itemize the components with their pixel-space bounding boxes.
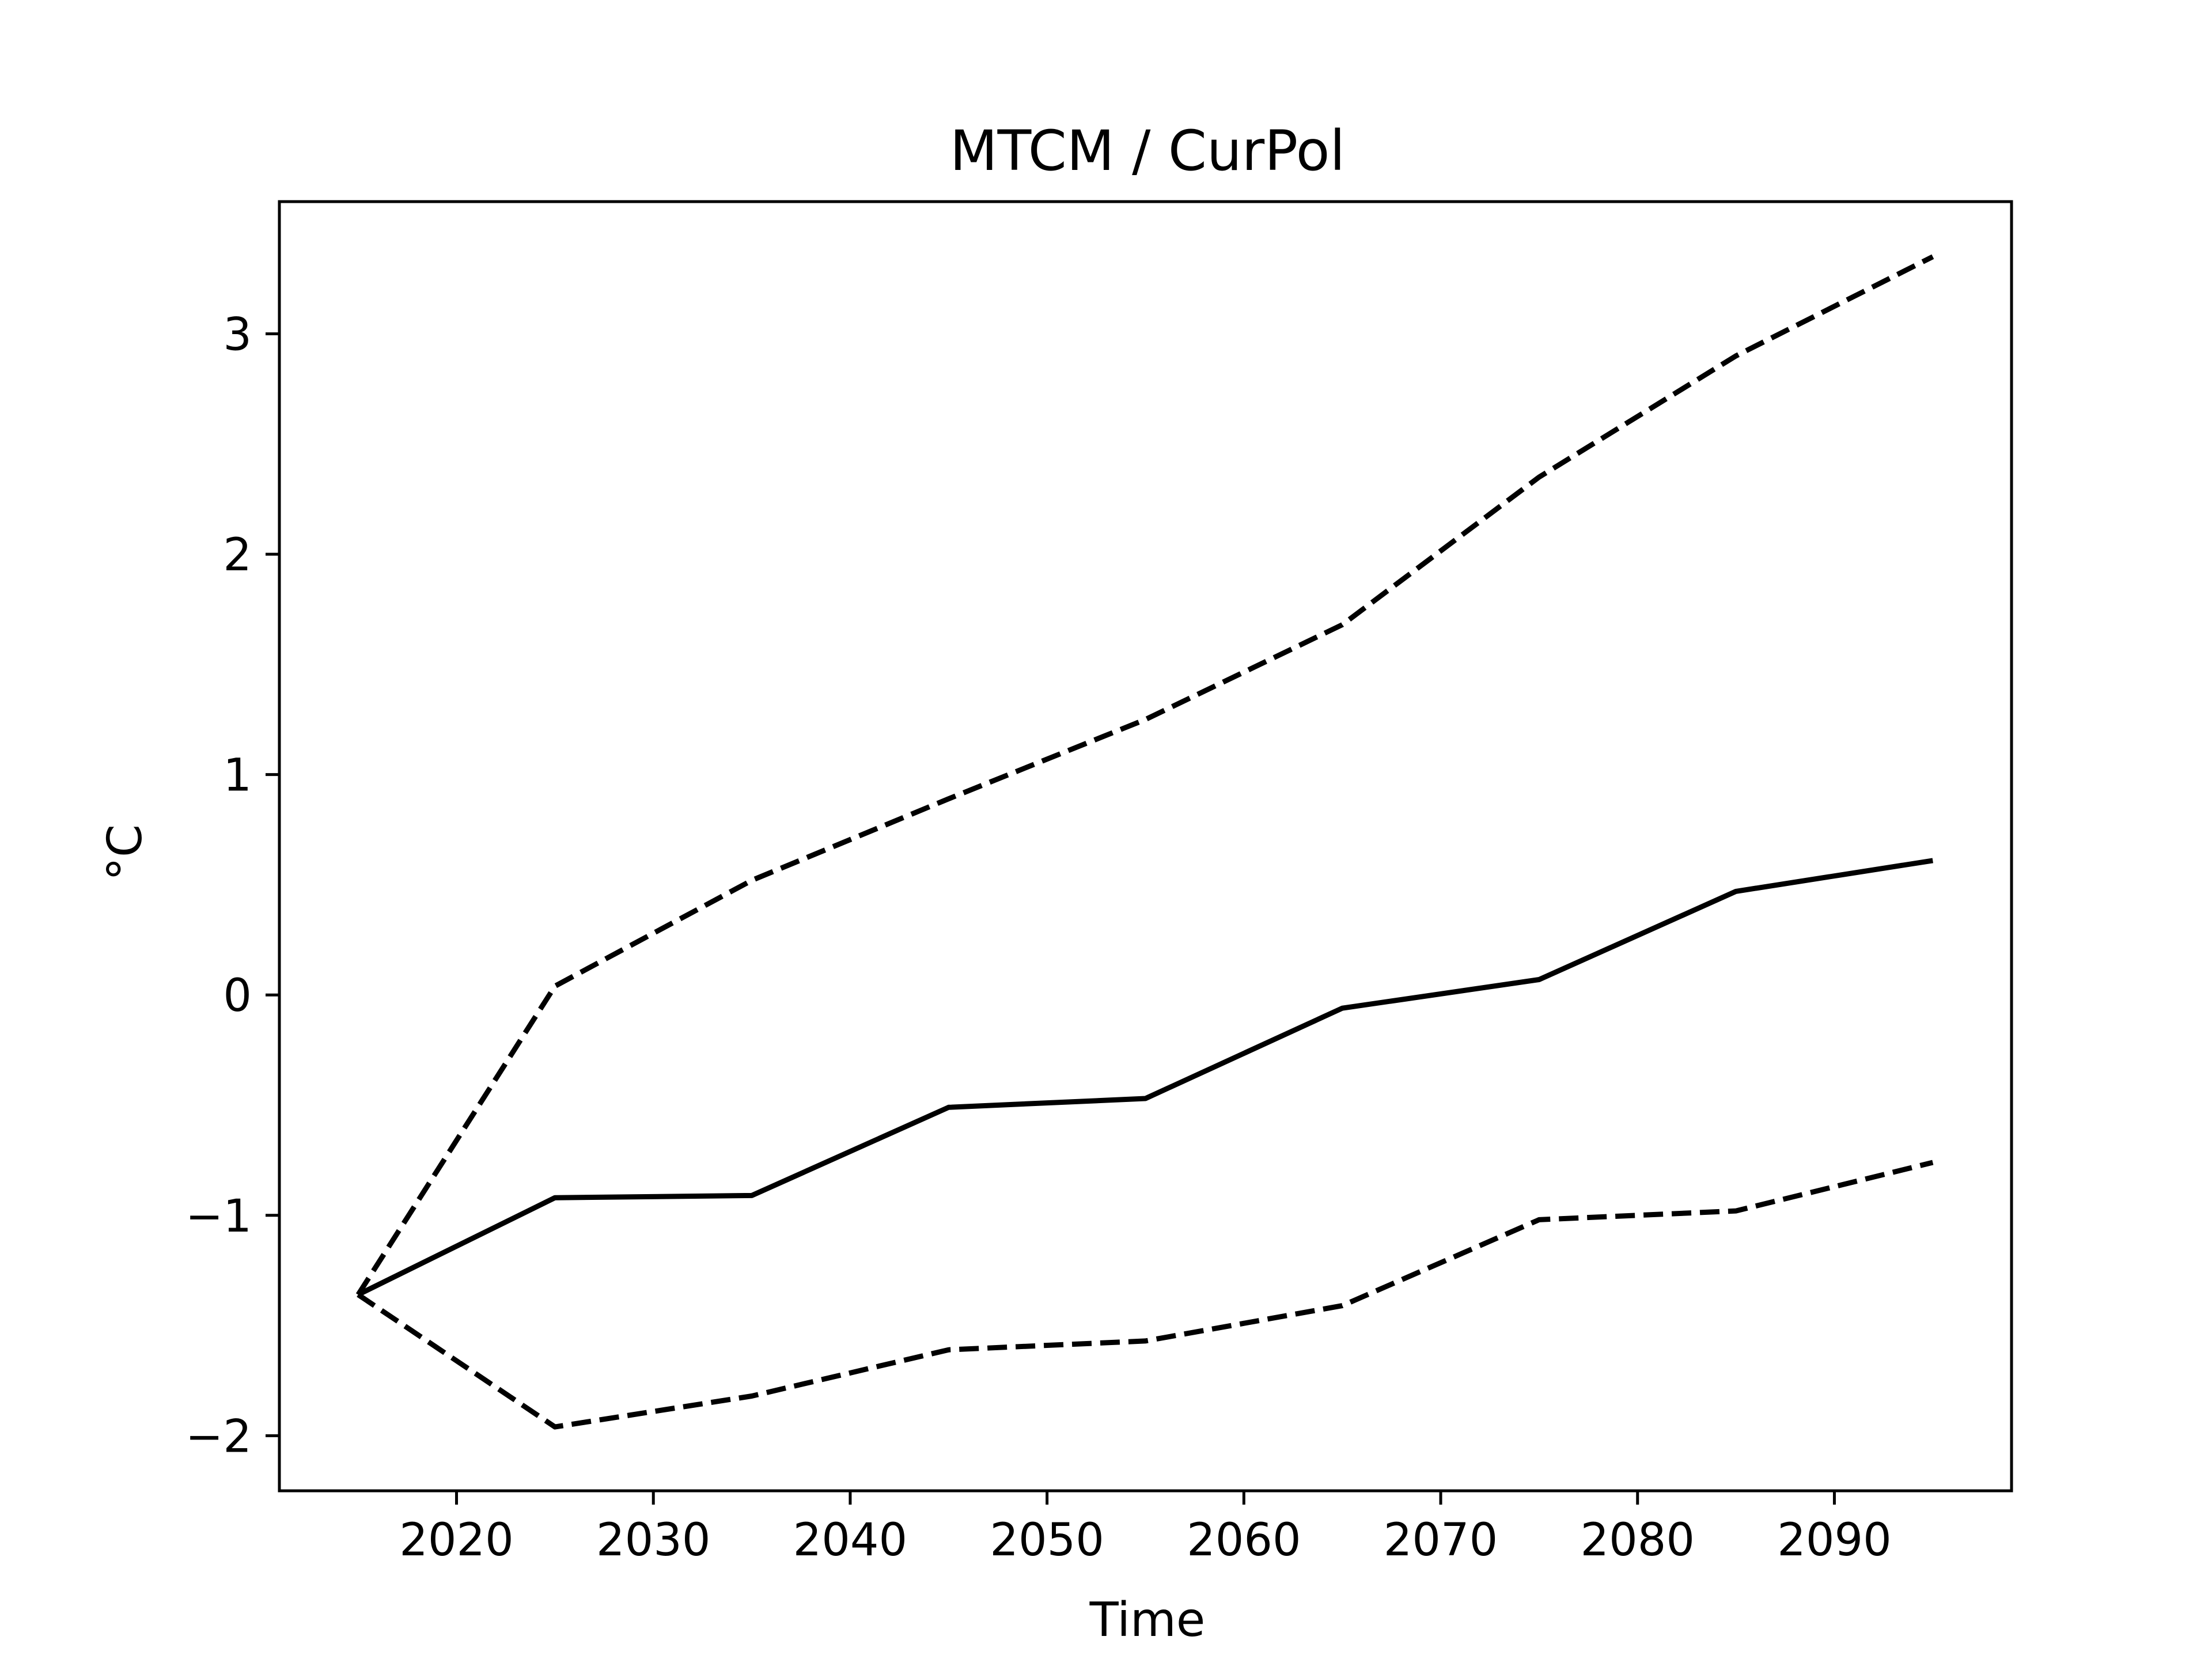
x-tick-label: 2020 [399,1514,514,1566]
x-tick-label: 2050 [990,1514,1104,1566]
x-axis-ticks: 2020 2030 2040 2050 2060 2070 2080 2090 [399,1491,1892,1566]
chart-title: MTCM / CurPol [950,119,1345,183]
solid-series-line-0 [357,858,1933,1297]
y-axis-ticks: −2 −1 0 1 2 3 [185,309,279,1463]
y-tick-label: 2 [223,529,252,581]
x-axis-label: Time [1089,1593,1206,1647]
x-tick-label: 2090 [1777,1514,1892,1566]
x-tick-label: 2080 [1581,1514,1695,1566]
y-tick-label: −2 [185,1411,252,1463]
dashed-series-line-1 [355,254,1934,1296]
y-tick-label: 0 [223,970,252,1022]
x-tick-label: 2070 [1384,1514,1498,1566]
series-layer [355,254,1934,1430]
y-tick-label: 3 [223,309,252,361]
y-tick-label: −1 [185,1191,252,1243]
y-axis-label: °C [98,824,153,881]
y-tick-label: 1 [223,750,252,802]
dashed-series-line-2 [357,1160,1934,1430]
x-tick-label: 2060 [1187,1514,1301,1566]
x-tick-label: 2030 [596,1514,711,1566]
plot-frame [278,200,2013,1493]
x-tick-label: 2040 [793,1514,908,1566]
